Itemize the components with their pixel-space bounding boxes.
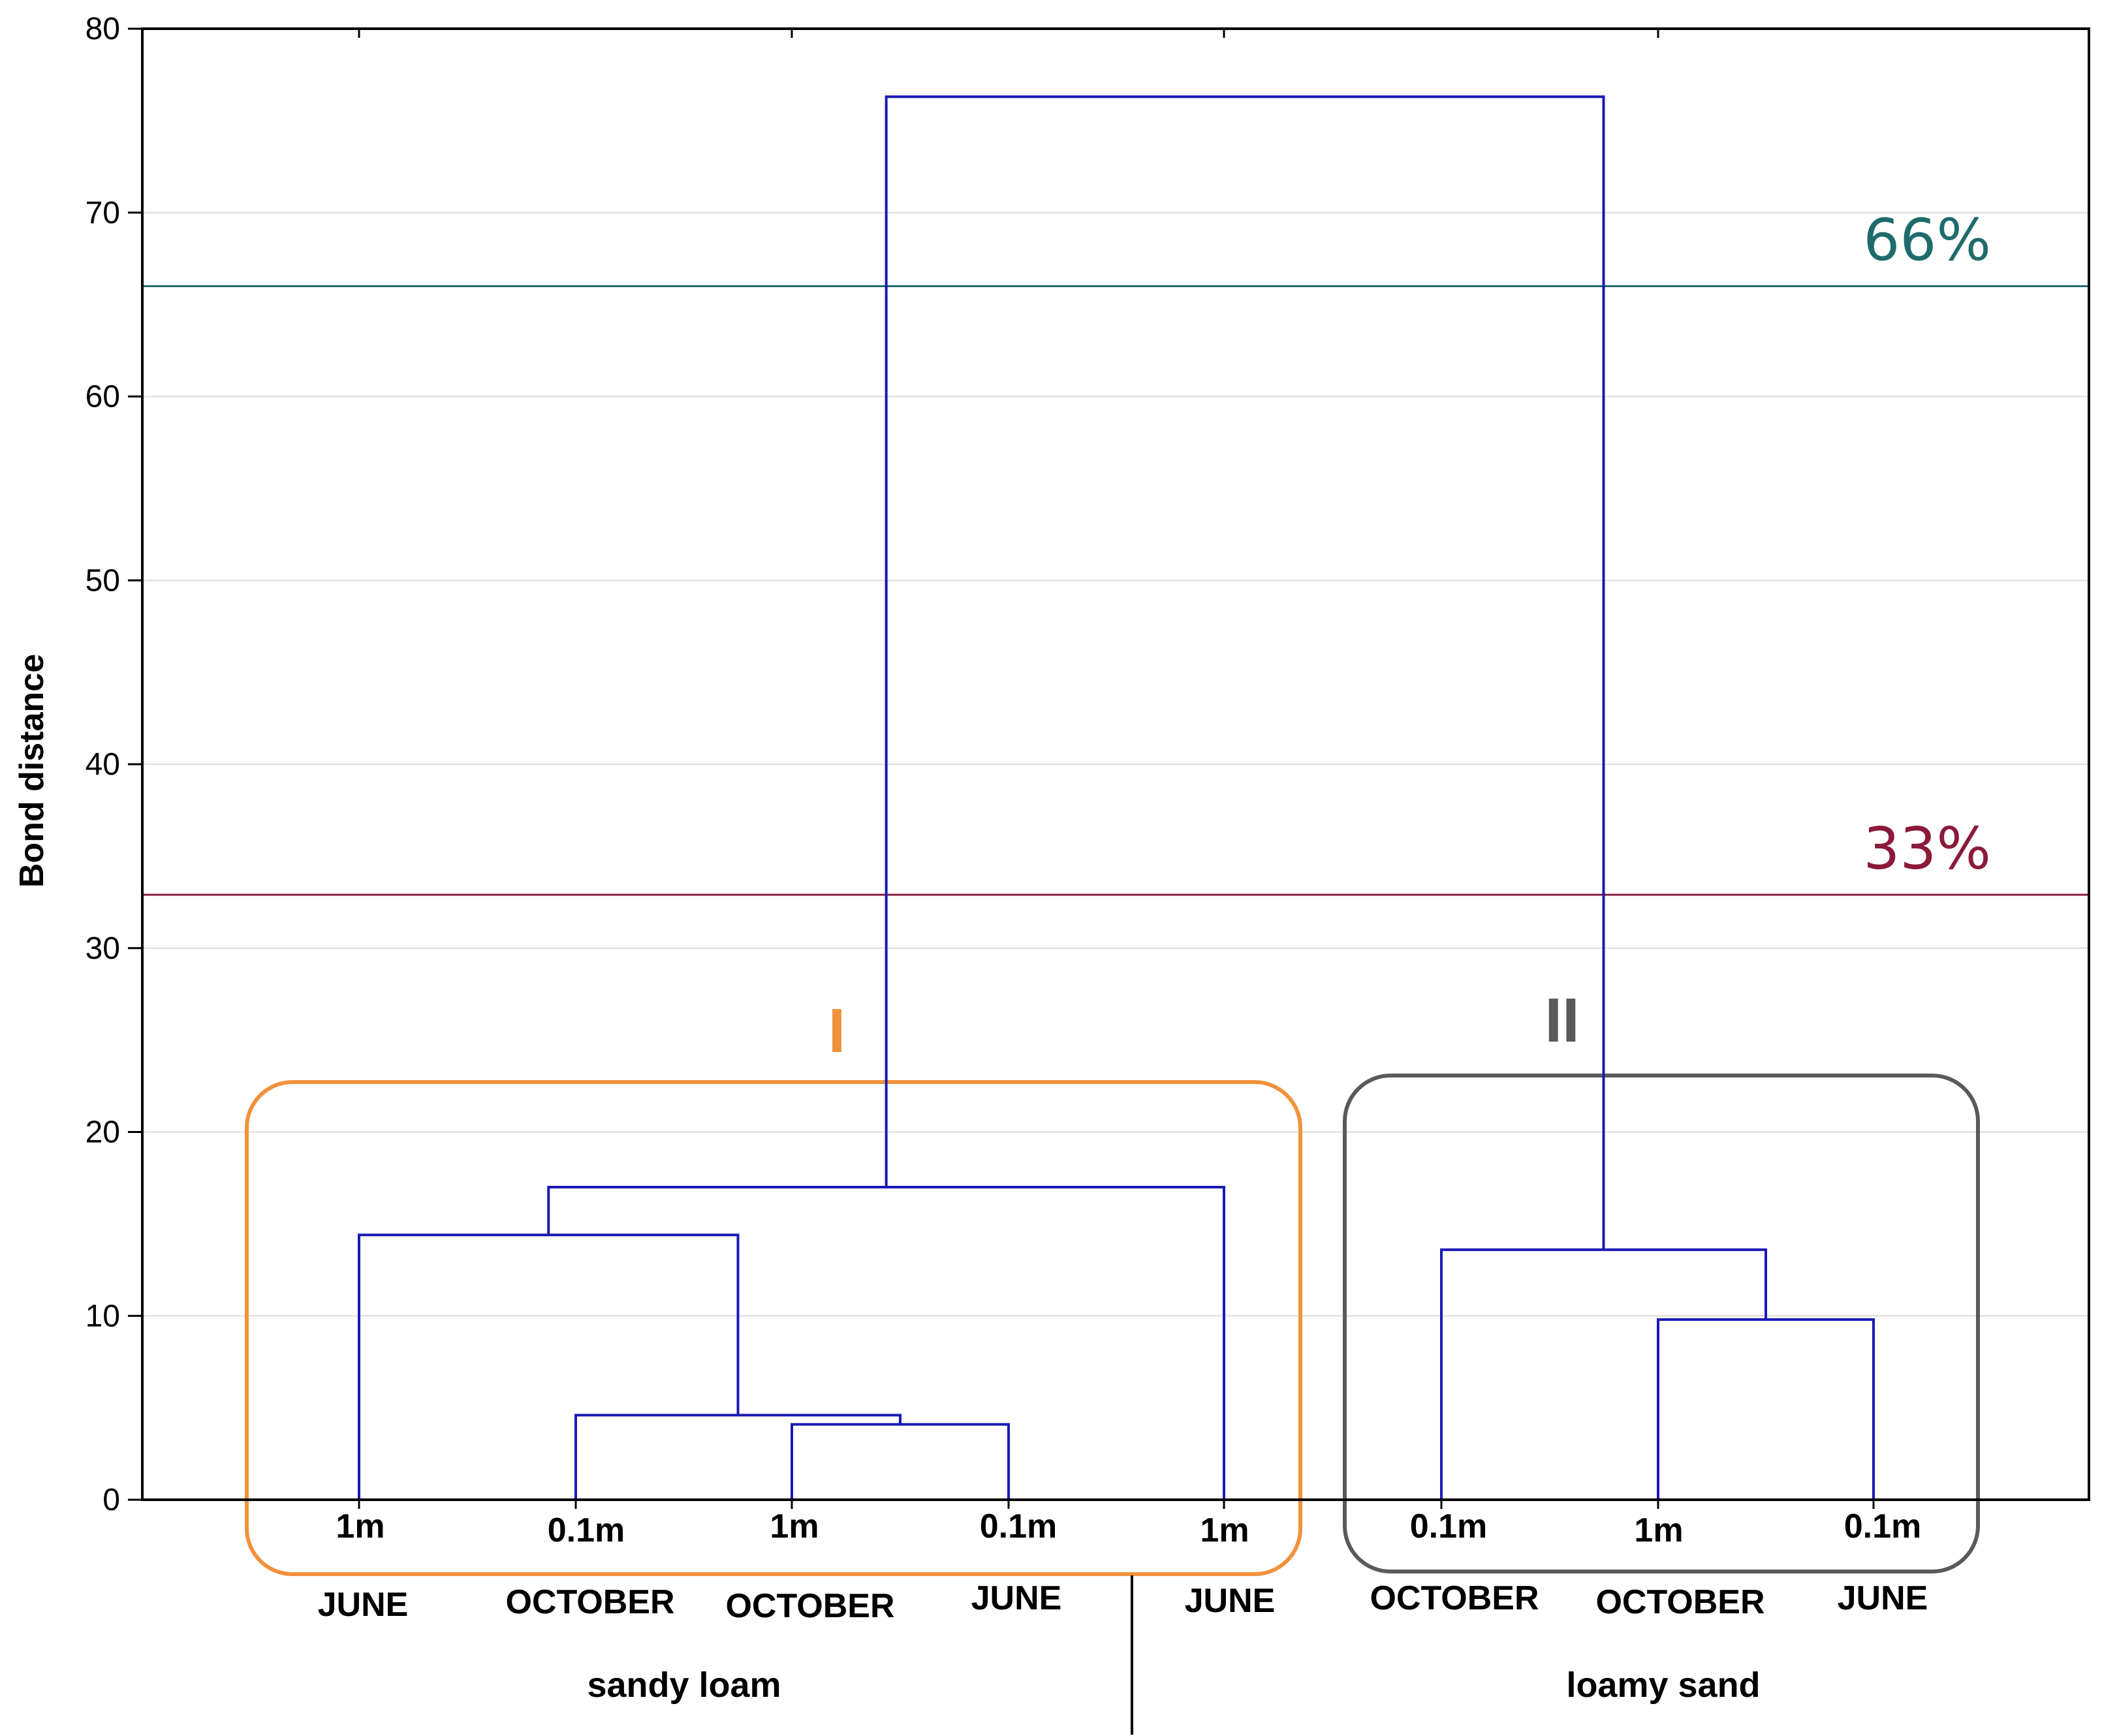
y-tick-label: 80 <box>86 12 120 46</box>
axes: 0 10 20 30 40 50 60 70 80 <box>86 12 2090 1735</box>
y-tick-label: 70 <box>86 196 120 230</box>
grid-lines <box>142 211 2089 1317</box>
leaf-depth-label: 0.1m <box>548 1511 625 1549</box>
y-tick-label: 10 <box>86 1299 120 1333</box>
y-tick-label: 40 <box>86 747 120 782</box>
cluster-boxes <box>245 1074 1980 1576</box>
y-tick-label: 0 <box>102 1483 120 1517</box>
dendrogram-link-6 <box>547 1186 1225 1500</box>
dendrogram-link-5 <box>358 1233 740 1500</box>
y-tick-label: 60 <box>86 380 120 414</box>
cluster-box-II <box>1343 1074 1980 1573</box>
group-label: loamy sand <box>1566 1666 1760 1705</box>
leaf-depth-label: 0.1m <box>1844 1508 1922 1545</box>
leaf-month-label: JUNE <box>1185 1582 1276 1620</box>
dendrogram-link-7 <box>885 95 1605 1250</box>
leaf-month-label: OCTOBER <box>1370 1579 1539 1617</box>
leaf-depth-label: 1m <box>770 1508 819 1545</box>
leaf-depth-label: 1m <box>1634 1511 1683 1549</box>
leaf-depth-label: 0.1m <box>980 1508 1058 1545</box>
dendrogram-link-2 <box>574 1414 902 1500</box>
dendrogram-link-4 <box>1440 1248 1767 1500</box>
leaf-month-label: OCTOBER <box>1595 1583 1765 1621</box>
leaf-month-label: JUNE <box>318 1586 409 1624</box>
threshold-lines <box>142 285 2089 896</box>
y-axis-label: Bond distance <box>13 654 51 888</box>
leaf-month-label: JUNE <box>1838 1579 1928 1617</box>
cluster-label-II: II <box>1545 985 1579 1055</box>
y-tick-label: 30 <box>86 931 120 966</box>
leaf-depth-label: 1m <box>336 1508 384 1545</box>
plot-frame <box>141 27 2090 1501</box>
cluster-label-I: I <box>828 996 846 1066</box>
y-tick-label: 50 <box>86 563 120 598</box>
dendrogram-link-3 <box>1657 1318 1875 1500</box>
leaf-month-label: OCTOBER <box>505 1583 674 1621</box>
leaf-depth-label: 1m <box>1200 1511 1249 1549</box>
cluster-box-I <box>245 1080 1302 1576</box>
threshold-label-66pct: 66% <box>1863 206 1991 273</box>
y-tick-label: 20 <box>86 1115 120 1150</box>
threshold-label-33pct: 33% <box>1863 815 1991 882</box>
leaf-month-label: JUNE <box>971 1579 1062 1617</box>
dendrogram-link-1 <box>791 1423 1010 1500</box>
leaf-depth-label: 0.1m <box>1410 1508 1488 1545</box>
leaf-month-label: OCTOBER <box>725 1587 894 1625</box>
dendrogram-links <box>358 95 1875 1500</box>
group-label: sandy loam <box>587 1666 781 1705</box>
